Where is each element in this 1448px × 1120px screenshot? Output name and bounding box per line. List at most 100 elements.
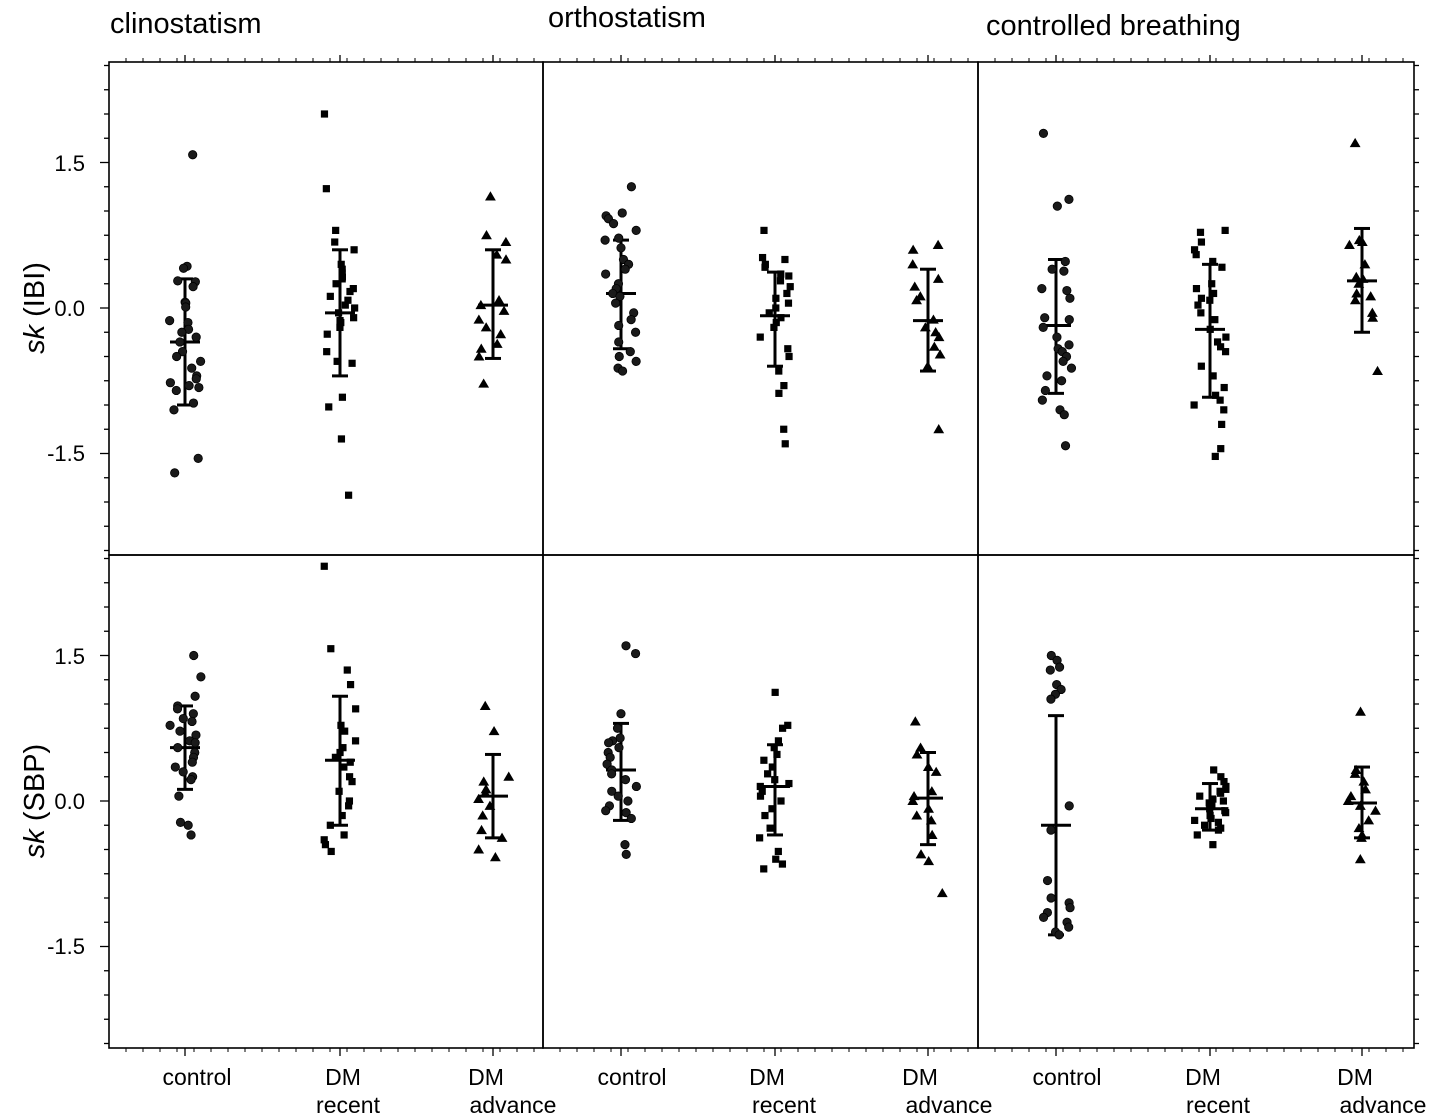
point-circle-control xyxy=(184,380,194,391)
point-square-dm-recent xyxy=(334,309,343,317)
point-square-dm-recent xyxy=(771,688,779,696)
point-square-dm-recent xyxy=(1216,396,1224,404)
x-label-ortho-dm-advance-line1: DM xyxy=(902,1064,938,1090)
point-square-dm-recent xyxy=(320,836,328,844)
point-triangle-dm-advance xyxy=(475,299,487,310)
point-circle-control xyxy=(614,351,624,362)
point-circle-control xyxy=(1038,912,1049,923)
point-square-dm-recent xyxy=(1209,372,1217,380)
point-triangle-dm-advance xyxy=(473,844,485,854)
point-circle-control xyxy=(175,817,186,827)
point-square-dm-recent xyxy=(777,270,785,278)
point-square-dm-recent xyxy=(1193,831,1201,839)
point-square-dm-recent xyxy=(346,758,354,766)
point-circle-control xyxy=(1042,875,1053,886)
point-circle-control xyxy=(1065,903,1075,913)
point-circle-control xyxy=(615,291,625,301)
point-square-dm-recent xyxy=(776,277,785,285)
point-circle-control xyxy=(191,332,201,342)
point-square-dm-recent xyxy=(758,253,767,262)
point-circle-control xyxy=(188,709,198,719)
point-circle-control xyxy=(614,233,624,243)
point-circle-control xyxy=(191,374,201,384)
point-square-dm-recent xyxy=(348,359,356,367)
point-circle-control xyxy=(1064,922,1074,932)
point-square-dm-recent xyxy=(326,821,334,829)
point-square-dm-recent xyxy=(1200,821,1209,829)
point-square-dm-recent xyxy=(1207,814,1215,823)
point-square-dm-recent xyxy=(1197,294,1206,302)
point-square-dm-recent xyxy=(1190,401,1198,409)
x-label-clino-dm-recent-line2: recent xyxy=(316,1092,381,1118)
point-circle-control xyxy=(175,726,185,736)
point-square-dm-recent xyxy=(1211,452,1219,461)
point-triangle-dm-advance xyxy=(1349,768,1361,778)
point-triangle-dm-advance xyxy=(1353,822,1365,833)
point-square-dm-recent xyxy=(758,787,766,795)
y-tick-label-top-1.5: 1.5 xyxy=(54,151,85,176)
point-square-dm-recent xyxy=(320,110,329,118)
point-triangle-dm-advance xyxy=(1359,259,1371,269)
point-circle-control xyxy=(626,182,637,192)
point-circle-control xyxy=(616,243,626,253)
point-circle-control xyxy=(1038,322,1048,332)
point-triangle-dm-advance xyxy=(480,784,492,794)
point-circle-control xyxy=(607,769,617,779)
point-triangle-dm-advance xyxy=(479,700,491,710)
point-square-dm-recent xyxy=(1221,348,1230,356)
point-square-dm-recent xyxy=(1210,766,1218,774)
point-triangle-dm-advance xyxy=(936,887,948,898)
point-square-dm-recent xyxy=(1214,818,1222,826)
x-label-clino-dm-advance-line1: DM xyxy=(468,1064,504,1090)
point-circle-control xyxy=(630,327,641,337)
point-square-dm-recent xyxy=(1209,289,1218,298)
x-label-breath-dm-recent-line2: recent xyxy=(1186,1092,1251,1118)
point-triangle-dm-advance xyxy=(925,815,937,825)
point-circle-control xyxy=(195,356,206,366)
point-square-dm-recent xyxy=(1192,285,1201,293)
point-circle-control xyxy=(623,796,633,806)
point-square-dm-recent xyxy=(784,299,793,307)
point-square-dm-recent xyxy=(1206,296,1214,304)
point-triangle-dm-advance xyxy=(484,800,496,810)
point-square-dm-recent xyxy=(785,779,793,788)
point-circle-control xyxy=(621,808,631,818)
point-triangle-dm-advance xyxy=(1358,776,1370,786)
point-circle-control xyxy=(1037,395,1047,405)
point-square-dm-recent xyxy=(320,562,328,570)
x-label-clino-control: control xyxy=(162,1064,231,1090)
point-square-dm-recent xyxy=(756,782,764,791)
point-circle-control xyxy=(608,219,619,229)
point-circle-control xyxy=(613,791,623,801)
point-square-dm-recent xyxy=(760,226,768,234)
point-triangle-dm-advance xyxy=(1355,706,1366,716)
point-triangle-dm-advance xyxy=(1370,805,1381,815)
y-axis-label-sbp-symbol: sk xyxy=(19,828,51,859)
point-circle-control xyxy=(1047,264,1057,274)
point-square-dm-recent xyxy=(1209,795,1217,803)
point-square-dm-recent xyxy=(332,226,340,234)
point-circle-control xyxy=(1062,285,1072,296)
point-square-dm-recent xyxy=(772,855,780,863)
point-circle-control xyxy=(1057,376,1067,386)
point-circle-control xyxy=(174,791,184,801)
point-square-dm-recent xyxy=(337,318,345,327)
point-square-dm-recent xyxy=(768,763,776,771)
point-square-dm-recent xyxy=(1197,238,1206,246)
point-square-dm-recent xyxy=(336,323,344,331)
point-square-dm-recent xyxy=(348,778,356,786)
point-square-dm-recent xyxy=(781,440,789,448)
point-square-dm-recent xyxy=(323,330,331,338)
point-triangle-dm-advance xyxy=(493,295,505,305)
point-square-dm-recent xyxy=(337,260,345,268)
point-triangle-dm-advance xyxy=(489,852,501,862)
point-circle-control xyxy=(1059,410,1069,420)
point-triangle-dm-advance xyxy=(480,322,492,332)
point-square-dm-recent xyxy=(338,265,346,273)
point-triangle-dm-advance xyxy=(932,273,944,283)
point-square-dm-recent xyxy=(1196,228,1205,236)
point-circle-control xyxy=(196,672,206,682)
point-triangle-dm-advance xyxy=(473,314,485,324)
point-circle-control xyxy=(187,716,197,727)
